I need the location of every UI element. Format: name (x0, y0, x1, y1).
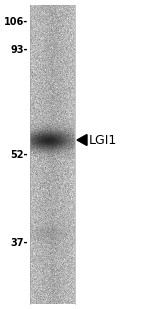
Text: 93-: 93- (11, 45, 28, 55)
Text: 37-: 37- (11, 238, 28, 248)
Text: LGI1: LGI1 (89, 133, 117, 146)
Text: 106-: 106- (4, 17, 28, 27)
Text: 52-: 52- (11, 150, 28, 160)
Polygon shape (77, 134, 87, 146)
